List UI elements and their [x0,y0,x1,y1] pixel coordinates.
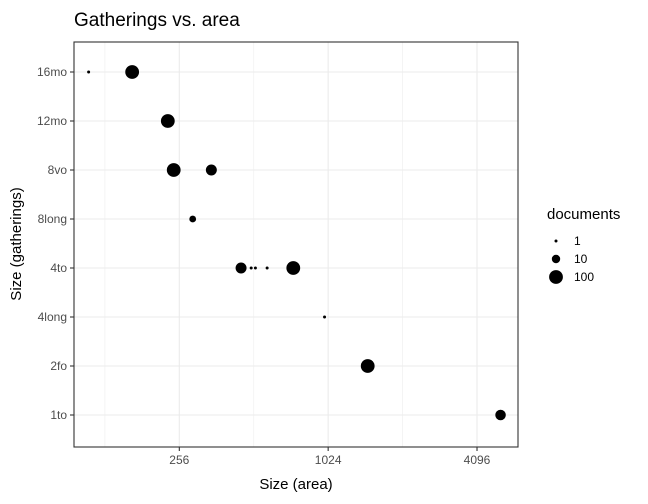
panel-border [73,41,519,448]
y-tick-label: 8vo [48,163,68,177]
data-point [286,261,301,275]
x-axis: 256 1024 4096 [169,447,491,467]
data-point [249,266,253,270]
data-point [160,114,175,128]
x-tick-label: 4096 [464,453,491,467]
data-point [189,215,197,223]
legend: documents 1 10 100 [547,206,620,284]
grid-lines [74,42,518,447]
y-tick-label: 4to [50,261,67,275]
data-point [253,266,257,270]
y-tick-label: 16mo [37,65,67,79]
y-tick-label: 4long [38,310,67,324]
legend-key-symbol [551,254,561,264]
panel-background [74,42,518,447]
data-point [166,163,181,177]
data-point [205,164,217,176]
x-tick-label: 256 [169,453,189,467]
y-axis-title: Size (gatherings) [8,187,25,300]
data-point [235,262,247,274]
legend-key-label: 10 [574,252,588,266]
legend-key-label: 100 [574,270,594,284]
legend-keys: 1 10 100 [549,234,594,284]
data-points [87,65,506,421]
x-tick-label: 1024 [315,453,342,467]
y-tick-label: 1to [50,408,67,422]
legend-key-label: 1 [574,234,581,248]
legend-key-symbol [554,239,558,243]
legend-key-symbol [549,270,563,284]
x-axis-title: Size (area) [259,476,332,493]
y-tick-label: 2fo [50,359,67,373]
y-axis: 1to 2fo 4long 4to 8long 8vo 12mo 16mo [37,65,74,422]
legend-title: documents [547,206,620,223]
y-tick-label: 8long [38,212,67,226]
data-point [360,359,375,373]
data-point [265,266,269,270]
chart-title: Gatherings vs. area [74,10,240,31]
data-point [495,409,506,421]
data-point [87,70,91,74]
data-point [323,315,327,319]
y-tick-label: 12mo [37,114,67,128]
data-point [125,65,140,79]
